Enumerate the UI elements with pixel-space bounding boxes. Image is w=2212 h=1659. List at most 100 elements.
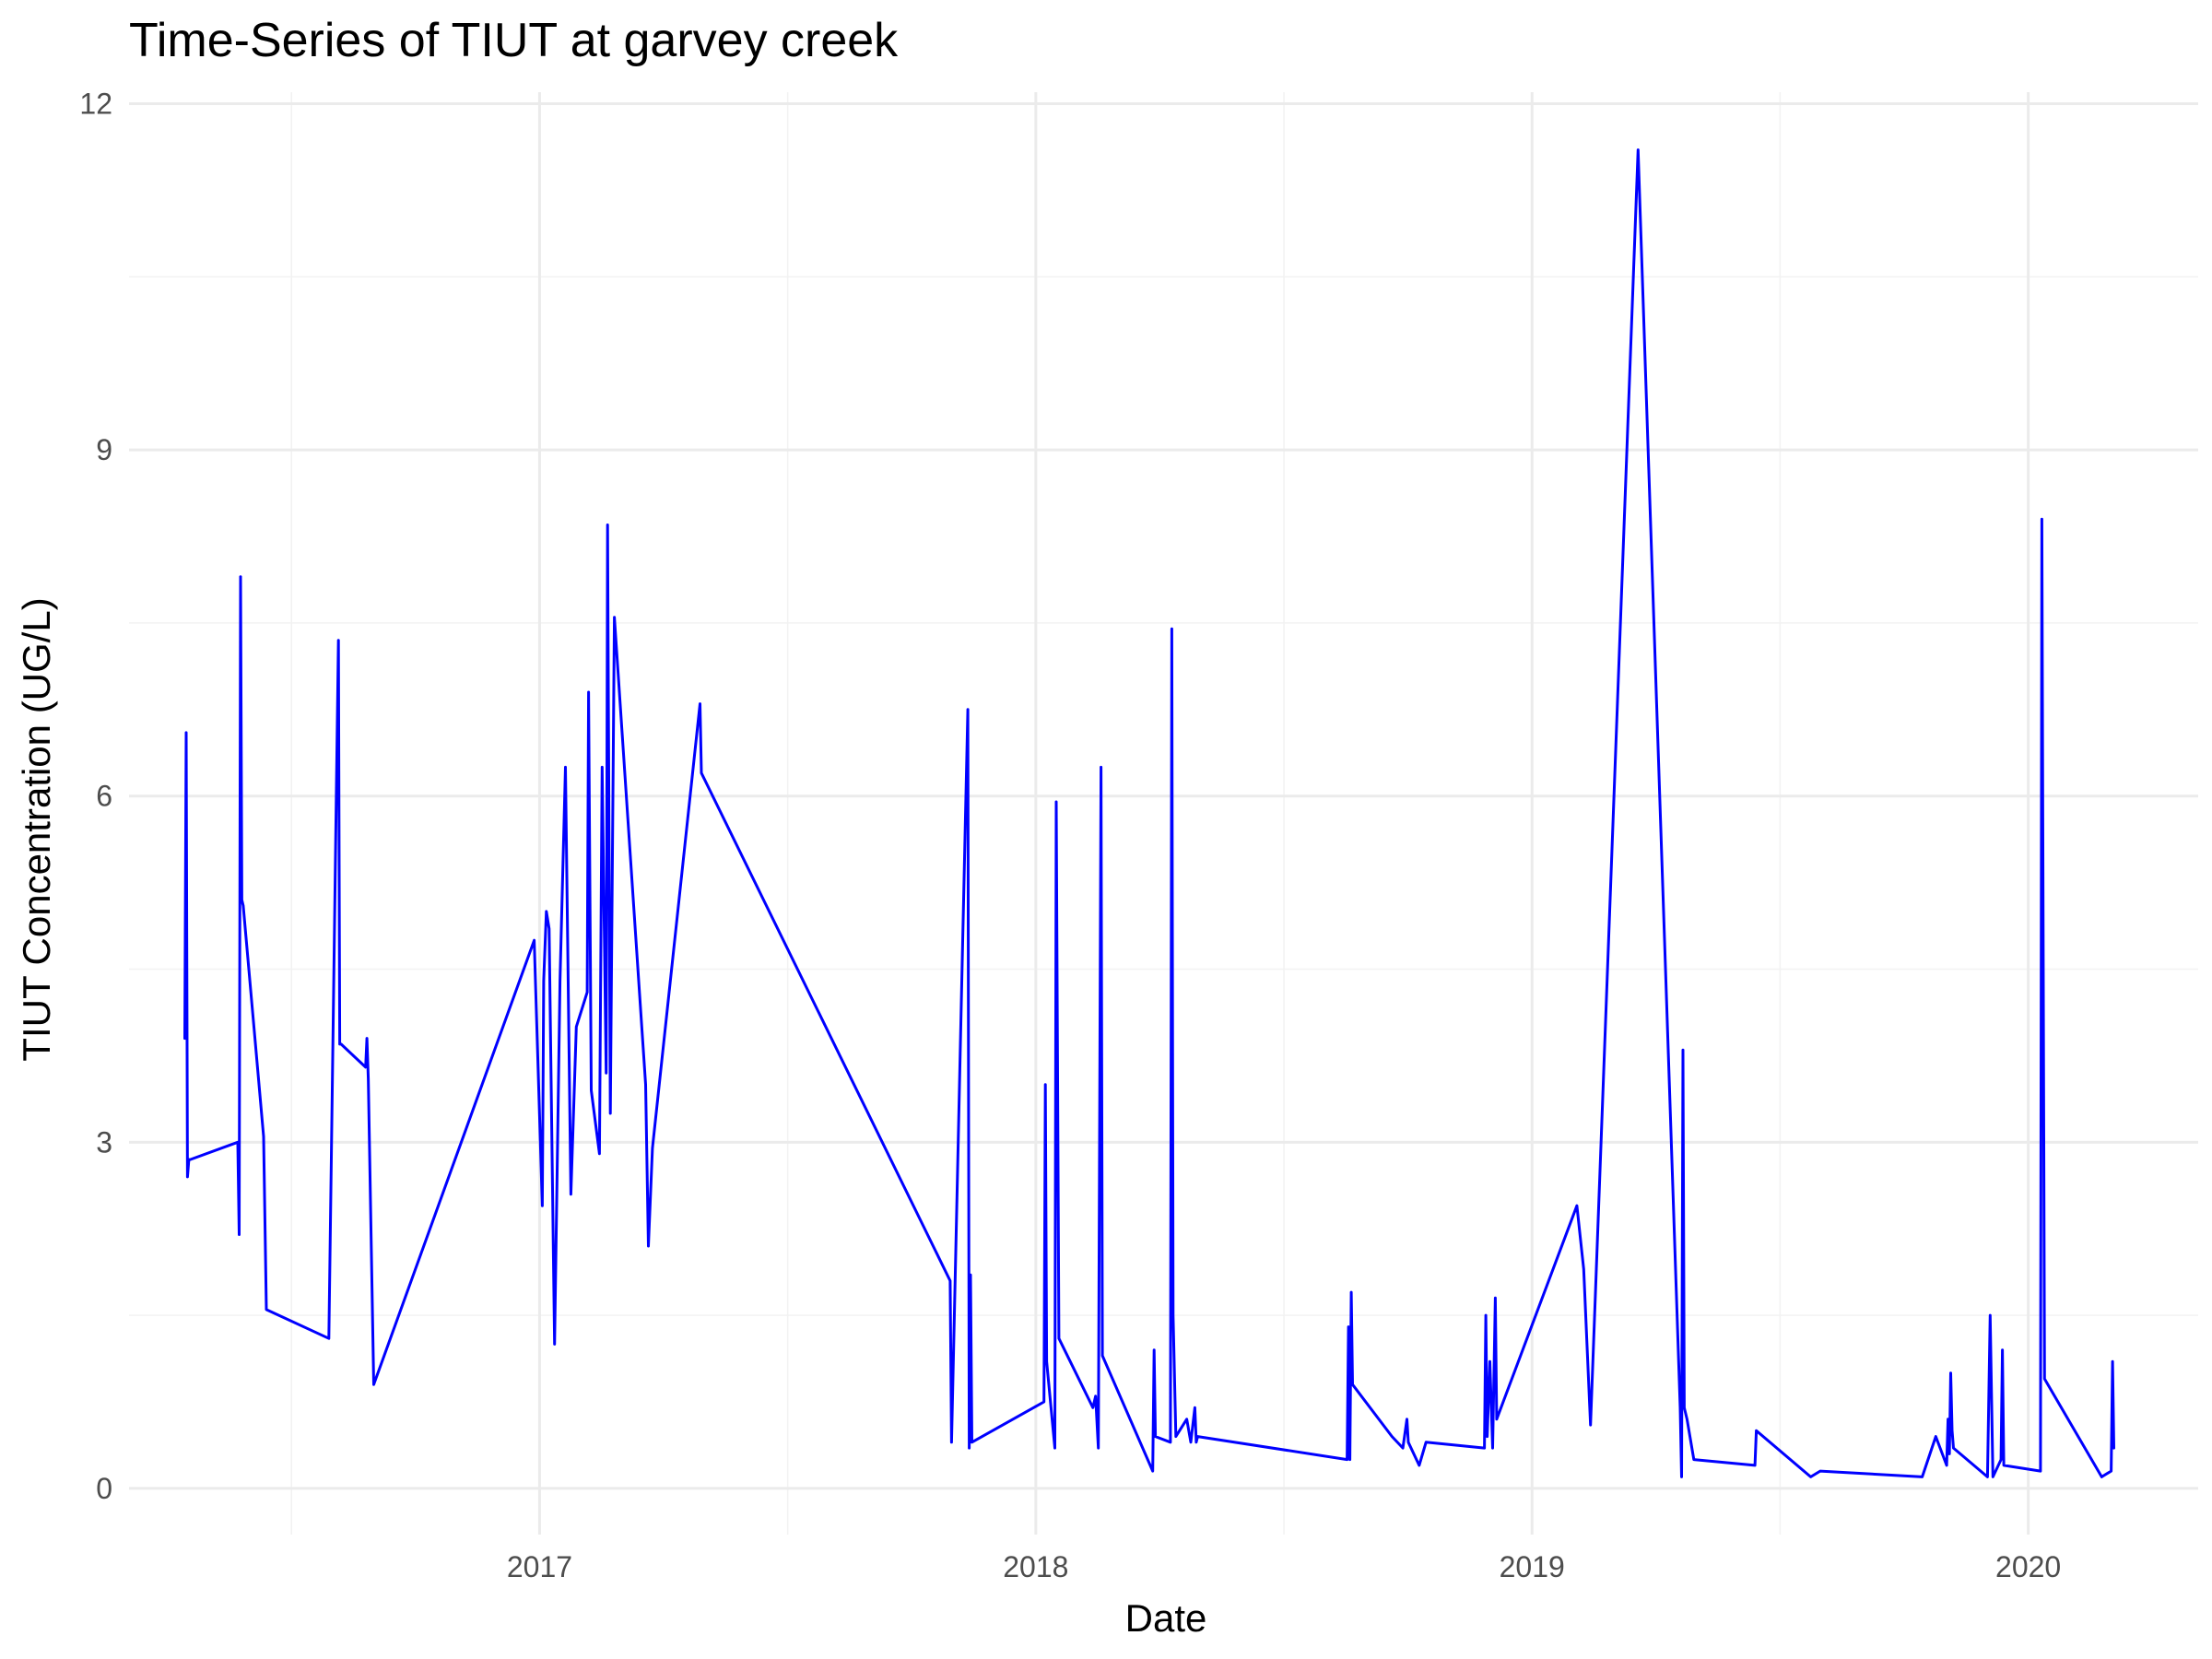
x-tick-labels: 2017 2018 2019 2020 — [507, 1550, 2061, 1583]
x-tick-label: 2019 — [1500, 1550, 1565, 1583]
data-point — [605, 1072, 607, 1075]
data-point — [969, 1274, 972, 1277]
data-point — [651, 1147, 654, 1149]
data-point — [236, 1141, 240, 1144]
data-point — [184, 731, 188, 735]
data-point — [1091, 1406, 1095, 1409]
data-point — [1171, 628, 1173, 630]
data-point — [950, 1441, 953, 1444]
data-point — [1989, 1313, 1992, 1317]
data-point — [1935, 1435, 1937, 1438]
data-point — [1753, 1464, 1757, 1467]
data-point — [2043, 1377, 2046, 1381]
data-point — [1484, 1313, 1488, 1317]
data-point — [1945, 1464, 1948, 1467]
data-point — [1054, 800, 1058, 804]
data-point — [262, 1135, 265, 1138]
data-point — [1391, 1435, 1394, 1438]
data-point — [337, 639, 340, 641]
major-gridlines — [129, 92, 2198, 1535]
data-point — [183, 1037, 186, 1040]
data-point — [1686, 1418, 1688, 1421]
data-point — [575, 1025, 578, 1029]
data-point — [587, 690, 590, 694]
data-point — [1094, 1394, 1097, 1398]
data-point — [1153, 1348, 1156, 1351]
data-point — [699, 702, 701, 705]
data-point — [533, 939, 535, 942]
data-point — [1154, 1435, 1157, 1438]
data-point — [2112, 1446, 2115, 1450]
data-point — [1949, 1371, 1952, 1374]
data-point — [613, 616, 616, 618]
data-point — [1349, 1290, 1353, 1294]
data-point — [598, 1152, 601, 1156]
data-point — [1575, 1205, 1579, 1207]
data-point — [1683, 1406, 1686, 1409]
y-tick-label: 6 — [96, 780, 112, 813]
minor-gridlines — [129, 92, 2198, 1535]
y-tick-labels: 0 3 6 9 12 — [79, 88, 112, 1505]
data-point — [1174, 1435, 1178, 1438]
data-point — [1171, 1313, 1175, 1317]
data-point — [1194, 1441, 1198, 1444]
data-point — [2110, 1469, 2112, 1473]
data-point — [601, 766, 604, 769]
data-point — [1100, 766, 1102, 769]
data-point — [1486, 1435, 1488, 1438]
data-point — [541, 1205, 544, 1207]
data-point — [1057, 1337, 1061, 1340]
data-point — [1488, 1360, 1491, 1363]
data-point — [1947, 1453, 1951, 1455]
data-point — [1044, 1083, 1047, 1086]
data-point — [1950, 1430, 1954, 1432]
data-point — [1818, 1469, 1822, 1473]
data-point — [1097, 1446, 1100, 1450]
data-point — [2039, 1469, 2042, 1473]
data-point — [1406, 1441, 1410, 1444]
data-point — [1348, 1458, 1351, 1461]
data-point — [1491, 1446, 1494, 1450]
data-point — [948, 1279, 952, 1282]
data-point — [238, 1233, 241, 1236]
data-point — [1169, 1441, 1172, 1444]
data-point — [1406, 1418, 1408, 1421]
data-point — [553, 1343, 556, 1346]
data-point — [966, 708, 970, 711]
data-point — [1418, 1464, 1421, 1467]
data-point — [700, 771, 703, 774]
data-point — [590, 1088, 593, 1092]
data-point — [367, 1077, 370, 1080]
data-point — [1681, 1049, 1685, 1052]
data-point — [1952, 1446, 1955, 1450]
data-point — [2001, 1348, 2004, 1351]
data-point — [1583, 1267, 1585, 1271]
series-layer — [183, 148, 2115, 1478]
data-point — [239, 575, 242, 578]
data-point — [1401, 1446, 1405, 1450]
data-point — [570, 1193, 572, 1195]
data-point — [1809, 1476, 1812, 1478]
data-point — [1194, 1406, 1196, 1409]
data-point — [1346, 1458, 1348, 1461]
data-point — [1351, 1383, 1354, 1386]
data-point — [2041, 518, 2043, 521]
data-point — [364, 1065, 367, 1069]
data-point — [564, 766, 567, 769]
data-point — [606, 524, 609, 526]
y-tick-label: 12 — [79, 88, 112, 121]
data-point — [1425, 1441, 1428, 1444]
data-point — [644, 1083, 647, 1086]
data-point — [647, 1244, 650, 1248]
data-point — [372, 1383, 375, 1386]
x-axis-title: Date — [1124, 1596, 1207, 1640]
x-tick-label: 2020 — [1995, 1550, 2061, 1583]
x-tick-label: 2018 — [1003, 1550, 1068, 1583]
data-point — [547, 927, 550, 930]
data-point — [189, 1158, 192, 1161]
data-point — [265, 1308, 268, 1312]
data-point — [1755, 1430, 1758, 1432]
data-point — [545, 910, 547, 913]
series-line — [183, 148, 2115, 1478]
